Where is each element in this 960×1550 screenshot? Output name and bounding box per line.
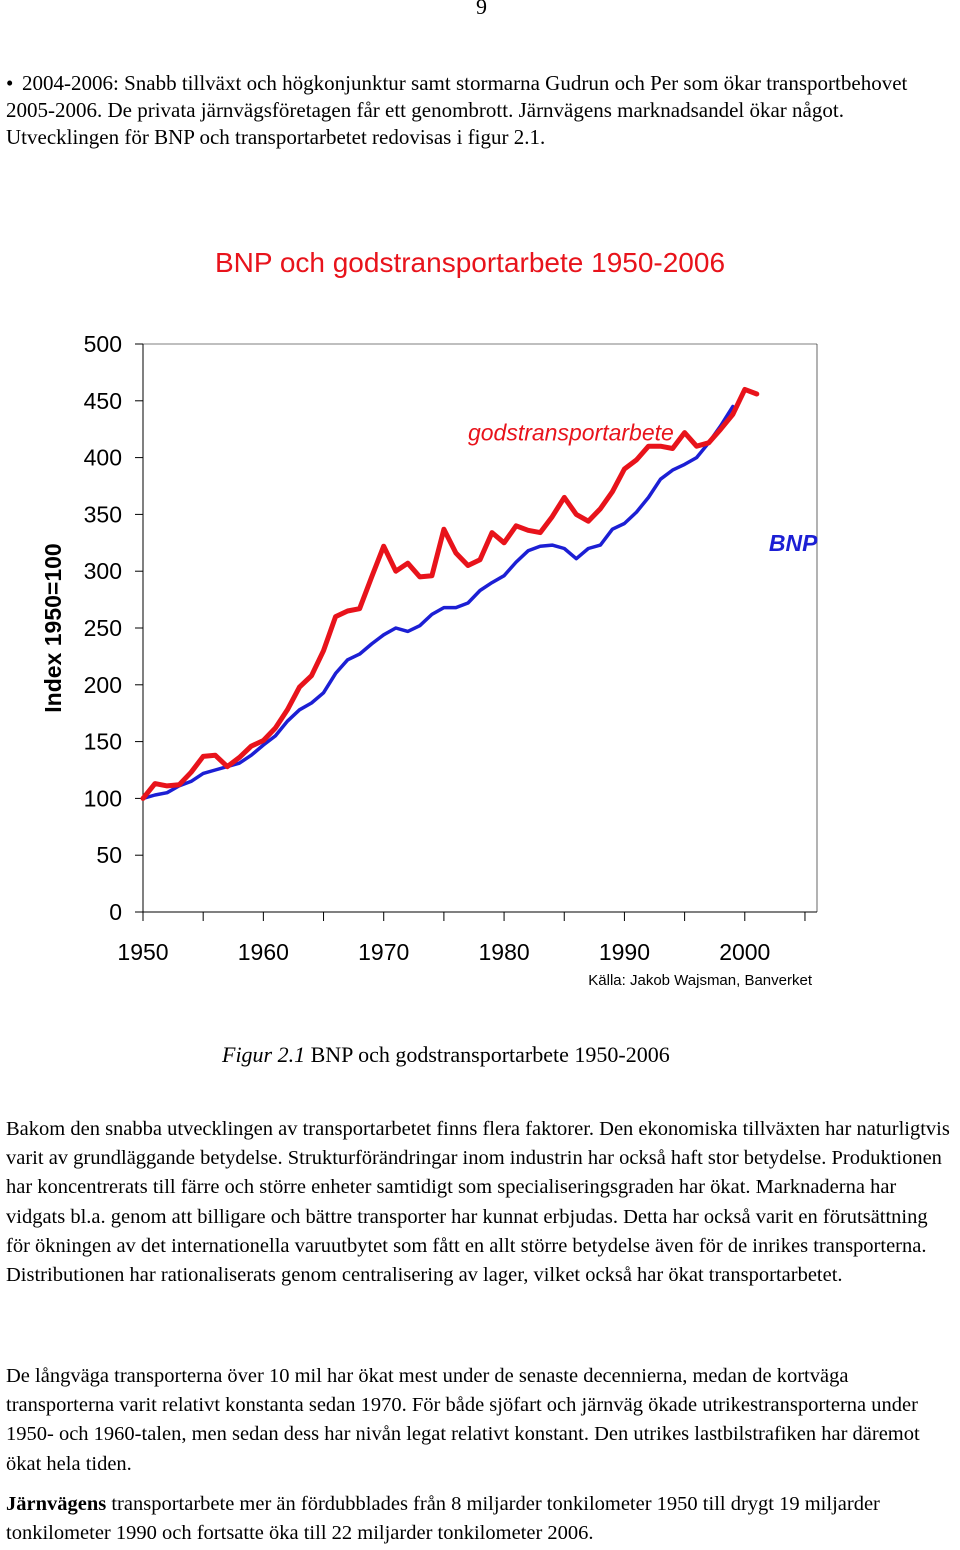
paragraph-2: De långväga transporterna över 10 mil ha…	[6, 1362, 952, 1479]
y-tick-label: 50	[96, 842, 122, 868]
x-tick-label: 1960	[238, 939, 289, 965]
series-line-bnp	[141, 404, 735, 801]
line-chart: BNP och godstransportarbete 1950-2006 In…	[40, 247, 818, 989]
paragraph-3-text: transportarbete mer än fördubblades från…	[6, 1493, 880, 1545]
chart-source: Källa: Jakob Wajsman, Banverket	[588, 972, 813, 989]
annotation-bnp: BNP	[769, 530, 818, 556]
annotation-godstransportarbete: godstransportarbete	[468, 420, 674, 446]
paragraph-1: Bakom den snabba utvecklingen av transpo…	[6, 1115, 952, 1290]
x-tick-label: 1950	[117, 939, 168, 965]
y-tick-label: 400	[84, 445, 122, 471]
bullet-symbol: •	[6, 71, 14, 95]
x-tick-label: 1970	[358, 939, 409, 965]
y-tick-label: 250	[84, 615, 122, 641]
bullet-item: • 2004-2006: Snabb tillväxt och högkonjun…	[6, 70, 946, 151]
y-tick-label: 300	[84, 558, 122, 584]
y-axis-label: Index 1950=100	[40, 543, 66, 712]
paragraph-3: Järnvägens transportarbete mer än fördub…	[6, 1490, 952, 1548]
figure-caption-text: BNP och godstransportarbete 1950-2006	[310, 1042, 670, 1067]
x-ticks: 1950 1960 1970 1980 1990 2000	[117, 912, 806, 965]
x-tick-label: 1980	[478, 939, 529, 965]
y-tick-label: 200	[84, 672, 122, 698]
paragraph-3-lead: Järnvägens	[6, 1493, 107, 1515]
x-tick-label: 1990	[599, 939, 650, 965]
paragraph-1-text: Bakom den snabba utvecklingen av transpo…	[6, 1118, 950, 1287]
series-line-godstransportarbete	[140, 386, 760, 801]
annotations: godstransportarbete BNP	[468, 420, 818, 556]
series-lines	[140, 386, 760, 801]
figure-number: Figur 2.1	[222, 1042, 306, 1067]
y-tick-label: 150	[84, 729, 122, 755]
bullet-text: 2004-2006: Snabb tillväxt och högkonjunk…	[6, 71, 908, 149]
y-tick-label: 500	[84, 331, 122, 357]
figure-caption: Figur 2.1 BNP och godstransportarbete 19…	[222, 1042, 670, 1068]
y-tick-label: 0	[109, 899, 122, 925]
page-number: 9	[476, 0, 487, 19]
chart-title: BNP och godstransportarbete 1950-2006	[215, 247, 725, 278]
y-tick-label: 100	[84, 785, 122, 811]
y-tick-label: 350	[84, 501, 122, 527]
x-tick-label: 2000	[719, 939, 770, 965]
y-tick-label: 450	[84, 388, 122, 414]
paragraph-2-text: De långväga transporterna över 10 mil ha…	[6, 1365, 920, 1475]
y-ticks: 0 50 100 150 200 250 300 350 400 450 500	[84, 331, 143, 925]
